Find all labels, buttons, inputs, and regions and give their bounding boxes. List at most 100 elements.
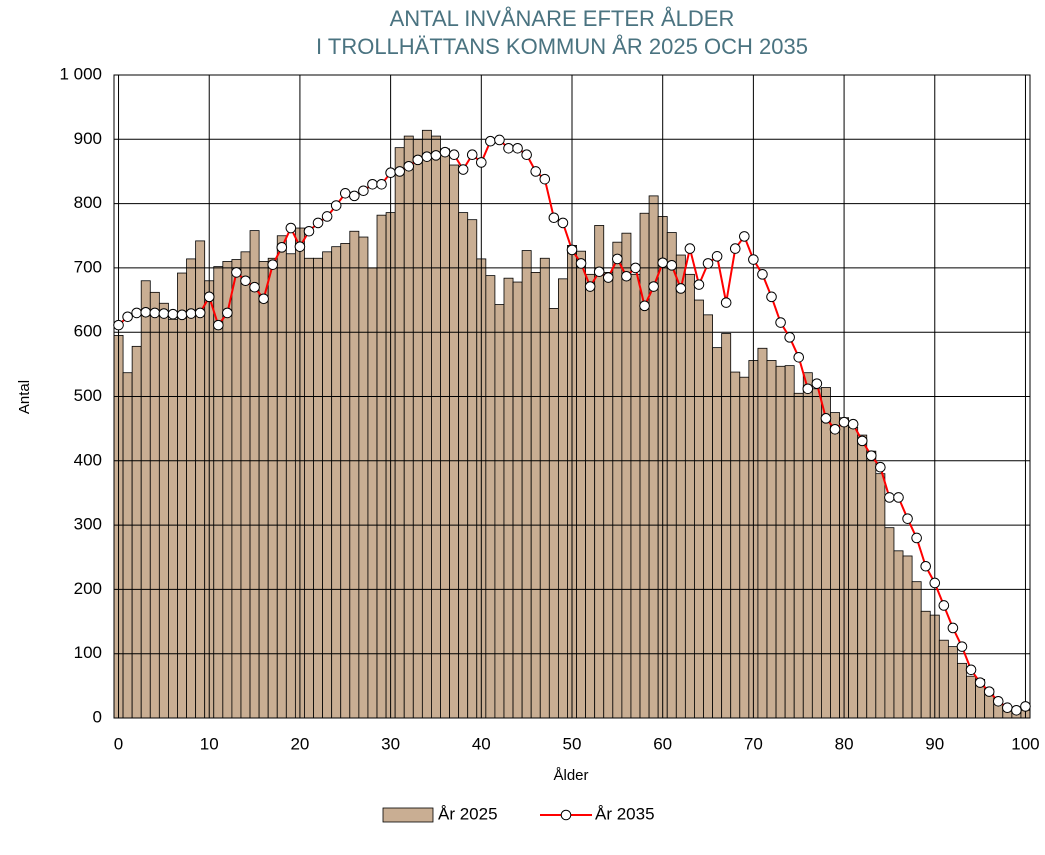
marker — [1002, 702, 1013, 714]
marker — [385, 167, 396, 179]
marker — [503, 143, 514, 154]
marker — [612, 253, 623, 265]
bar — [222, 261, 233, 719]
y-tick-label: 200 — [74, 579, 102, 598]
marker — [240, 275, 251, 287]
bar — [394, 147, 405, 719]
marker — [285, 222, 297, 234]
bar — [530, 272, 541, 719]
y-tick-label: 500 — [74, 386, 102, 405]
marker — [602, 272, 614, 283]
marker — [766, 291, 777, 303]
bar — [694, 299, 704, 719]
y-tick-label: 100 — [74, 643, 102, 662]
bar — [557, 278, 568, 719]
bar — [503, 277, 514, 719]
marker — [512, 143, 523, 154]
x-tick-label: 60 — [653, 734, 672, 753]
bar — [721, 333, 732, 719]
bar — [304, 257, 314, 719]
marker — [557, 217, 569, 229]
bar — [131, 345, 142, 719]
marker — [176, 309, 188, 321]
bar — [739, 376, 750, 719]
bar — [966, 675, 976, 719]
bar — [703, 314, 713, 719]
marker — [684, 243, 696, 254]
bar — [648, 195, 659, 719]
bar — [766, 360, 777, 719]
marker — [784, 332, 795, 343]
marker — [920, 560, 932, 572]
x-tick-label: 50 — [563, 734, 582, 753]
y-tick-label: 600 — [74, 322, 102, 341]
x-tick-label: 100 — [1011, 734, 1039, 753]
marker — [875, 461, 886, 473]
bar — [802, 372, 813, 719]
bar — [630, 273, 641, 719]
marker — [349, 190, 360, 202]
legend-swatch — [560, 809, 572, 821]
chart-title: I TROLLHÄTTANS KOMMUN ÅR 2025 OCH 2035 — [316, 34, 808, 59]
marker — [276, 242, 288, 253]
marker — [212, 319, 224, 331]
marker — [992, 695, 1004, 707]
marker — [639, 300, 650, 312]
bar — [947, 646, 958, 719]
legend-label: År 2025 — [438, 804, 498, 823]
bar — [322, 251, 333, 719]
bar — [576, 250, 587, 719]
marker — [330, 200, 342, 211]
bar — [911, 581, 922, 719]
marker — [947, 622, 959, 634]
bar — [784, 365, 795, 719]
marker — [294, 241, 306, 252]
marker — [403, 161, 415, 172]
marker — [131, 307, 142, 319]
bar — [267, 257, 278, 719]
marker — [829, 423, 841, 435]
y-axis-label: Antal — [16, 380, 33, 414]
marker — [167, 308, 179, 320]
marker — [113, 319, 124, 331]
marker — [312, 217, 324, 229]
chart-title: ANTAL INVÅNARE EFTER ÅLDER — [390, 6, 735, 31]
bar — [920, 610, 931, 719]
marker — [675, 283, 687, 294]
marker — [457, 164, 469, 175]
x-axis-label: Ålder — [553, 767, 588, 784]
x-tick-label: 20 — [290, 734, 309, 753]
marker — [222, 307, 233, 319]
marker — [376, 179, 387, 190]
bar — [684, 273, 695, 719]
bar — [521, 250, 532, 719]
x-tick-label: 40 — [472, 734, 491, 753]
bar — [449, 164, 460, 719]
marker — [974, 677, 986, 688]
bar — [594, 225, 605, 719]
bar — [875, 473, 886, 719]
bar — [793, 392, 804, 719]
marker — [476, 157, 487, 168]
bar — [358, 236, 369, 719]
marker — [367, 179, 378, 190]
y-tick-label: 800 — [74, 193, 102, 212]
y-tick-label: 0 — [93, 707, 102, 726]
bar — [666, 232, 677, 719]
marker — [757, 269, 768, 280]
marker — [775, 317, 786, 328]
bar — [884, 527, 895, 719]
bar — [811, 388, 822, 719]
marker — [720, 297, 732, 308]
bar — [458, 212, 469, 719]
marker — [394, 166, 405, 177]
bar — [349, 230, 360, 719]
marker — [521, 149, 532, 161]
bar — [775, 365, 786, 719]
marker — [412, 154, 424, 166]
marker — [466, 149, 478, 161]
marker — [149, 307, 161, 319]
bar — [421, 129, 432, 719]
bar — [712, 347, 723, 719]
